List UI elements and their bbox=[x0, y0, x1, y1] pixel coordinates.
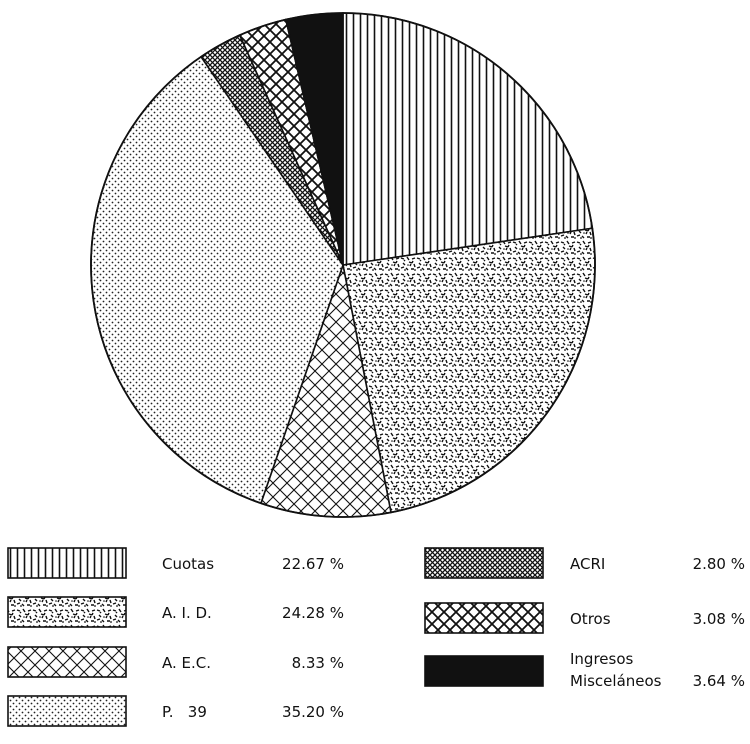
legend: Cuotas 22.67 % A. I. D. 24.28 % A. E.C. 8.33 … bbox=[7, 547, 745, 727]
pie-slice-cuotas bbox=[342, 12, 594, 266]
legend-value-cuotas: 22.67 % bbox=[282, 555, 344, 573]
legend-value-acri: 2.80 % bbox=[693, 555, 745, 573]
legend-swatch-a-e-c bbox=[7, 646, 127, 678]
legend-value-a-e-c: 8.33 % bbox=[292, 654, 344, 672]
legend-swatch-ingresos-miscel-neos bbox=[424, 655, 544, 687]
legend-value-p-39: 35.20 % bbox=[282, 703, 344, 721]
legend-label-ingresos-miscel-neos-0: Ingresos bbox=[570, 650, 634, 668]
legend-swatch-acri bbox=[424, 547, 544, 579]
legend-label-cuotas: Cuotas bbox=[162, 555, 214, 573]
legend-label-p-39: P. 39 bbox=[162, 703, 207, 721]
legend-value-ingresos-miscel-neos: 3.64 % bbox=[693, 672, 745, 690]
legend-swatch-cuotas bbox=[7, 547, 127, 579]
legend-swatch-otros bbox=[424, 602, 544, 634]
legend-label-a-e-c: A. E.C. bbox=[162, 654, 211, 672]
legend-value-a-i-d: 24.28 % bbox=[282, 604, 344, 622]
legend-label-otros: Otros bbox=[570, 610, 611, 628]
legend-swatch-p-39 bbox=[7, 695, 127, 727]
pie-outline bbox=[90, 12, 596, 518]
legend-swatch-a-i-d bbox=[7, 596, 127, 628]
legend-label-acri: ACRI bbox=[570, 555, 605, 573]
legend-value-otros: 3.08 % bbox=[693, 610, 745, 628]
legend-label-ingresos-miscel-neos-1: Misceláneos bbox=[570, 672, 662, 690]
legend-label-a-i-d: A. I. D. bbox=[162, 604, 212, 622]
